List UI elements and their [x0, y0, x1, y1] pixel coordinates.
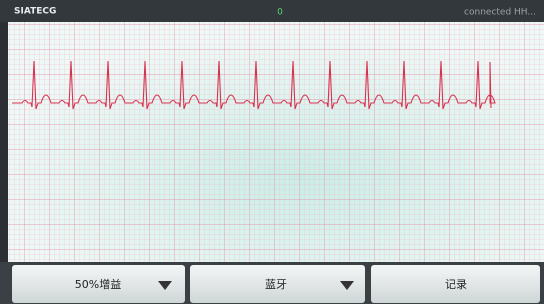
screen: SIATECG 0 connected HH... 50%增益 蓝牙 记录 [0, 0, 544, 304]
ecg-grid [8, 22, 544, 262]
page: SIATECG 0 connected HH... 50%增益 蓝牙 记录 ((… [0, 0, 544, 304]
button-label: 50%增益 [75, 277, 121, 291]
connection-status: connected HH... [464, 8, 536, 18]
status-bar [0, 0, 544, 22]
bluetooth-button[interactable]: 蓝牙 [190, 265, 365, 303]
button-label: 蓝牙 [265, 278, 287, 291]
counter: 0 [277, 8, 283, 18]
button-label: 记录 [445, 278, 467, 291]
record-button[interactable]: 记录 [371, 265, 540, 303]
app-name: SIATECG [14, 7, 56, 17]
gain-button[interactable]: 50%增益 [12, 265, 185, 303]
